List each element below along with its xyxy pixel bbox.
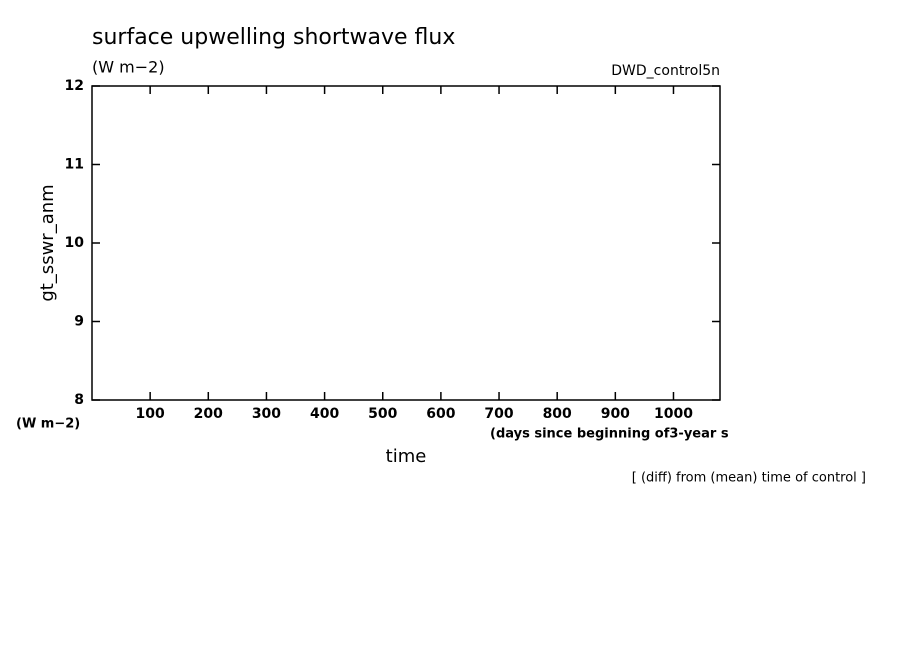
x-tick-label: 200 — [194, 406, 223, 422]
x-tick-label: 100 — [136, 406, 165, 422]
y-units: (W m−2) — [16, 417, 80, 432]
x-tick-label: 400 — [310, 406, 339, 422]
y-tick-label: 10 — [65, 235, 85, 251]
y-tick-label: 9 — [74, 314, 84, 330]
x-units: (days since beginning of3-year s — [490, 427, 729, 442]
run-name: DWD_control5n — [611, 63, 720, 79]
y-tick-label: 8 — [74, 392, 84, 408]
x-axis-label: time — [386, 446, 427, 467]
x-tick-label: 1000 — [654, 406, 693, 422]
y-tick-label: 11 — [65, 157, 84, 173]
units: (W m−2) — [92, 58, 165, 77]
note: [ (diff) from (mean) time of control ] — [632, 471, 866, 486]
x-tick-label: 500 — [368, 406, 397, 422]
x-tick-label: 700 — [484, 406, 513, 422]
x-tick-label: 900 — [601, 406, 630, 422]
x-tick-label: 600 — [426, 406, 455, 422]
y-axis-label: gt_sswr_anm — [37, 184, 58, 301]
x-tick-label: 800 — [543, 406, 572, 422]
x-tick-label: 300 — [252, 406, 281, 422]
y-tick-label: 12 — [65, 78, 84, 94]
chart-title: surface upwelling shortwave flux — [92, 25, 455, 50]
